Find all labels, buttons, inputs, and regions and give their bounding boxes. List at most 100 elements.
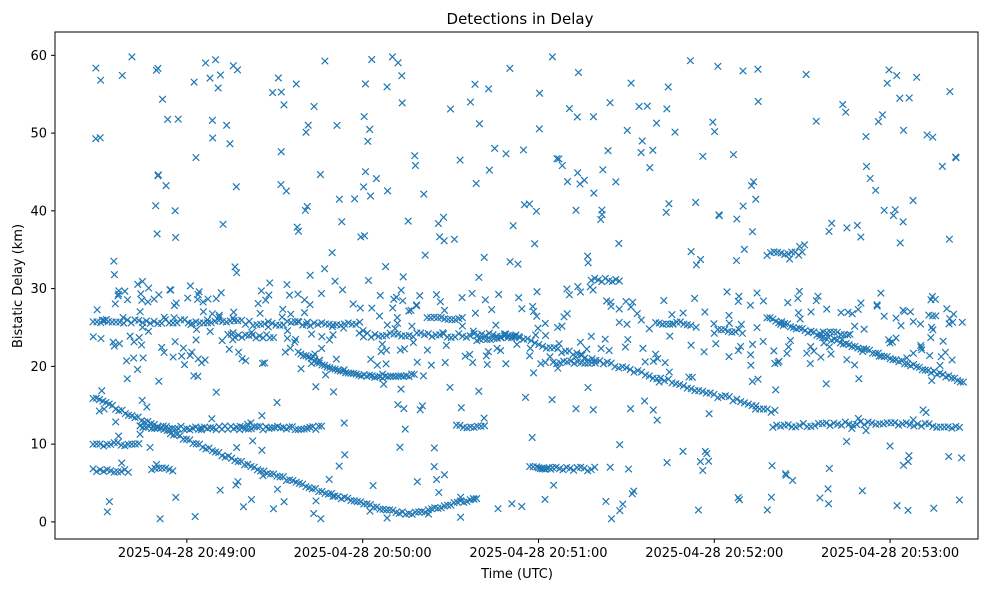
detection-point: [300, 308, 309, 317]
detection-point: [128, 440, 136, 448]
detection-point: [218, 336, 226, 345]
detection-point: [686, 56, 695, 65]
detection-point: [733, 215, 741, 223]
detection-point: [826, 421, 834, 430]
y-axis-title: Bistatic Delay (km): [11, 224, 26, 348]
detection-point: [767, 408, 775, 417]
detection-point: [383, 514, 391, 522]
detection-point: [123, 295, 132, 304]
detection-point: [694, 506, 703, 514]
detection-point: [927, 323, 936, 332]
detection-point: [364, 276, 373, 285]
detection-point: [383, 83, 391, 91]
detection-point: [281, 348, 290, 356]
detection-point: [294, 317, 302, 326]
detection-point: [909, 317, 918, 326]
detection-point: [690, 294, 699, 303]
detection-point: [265, 291, 273, 299]
detection-point: [402, 371, 411, 380]
detection-point: [266, 333, 274, 342]
detection-point: [587, 276, 595, 285]
detection-point: [714, 62, 722, 71]
detection-point: [502, 360, 510, 368]
detection-point: [932, 312, 940, 320]
detection-point: [566, 464, 574, 473]
detection-point: [746, 301, 755, 310]
detection-point: [137, 341, 146, 349]
detection-point: [493, 344, 501, 353]
detection-point: [191, 512, 199, 521]
detection-point: [283, 334, 292, 343]
detection-point: [356, 498, 365, 506]
detection-point: [951, 153, 960, 161]
detection-point: [216, 71, 225, 79]
detection-point: [645, 325, 654, 333]
detection-point: [446, 105, 455, 113]
detection-point: [490, 144, 499, 153]
detection-point: [394, 59, 402, 67]
detection-point: [563, 285, 571, 293]
detection-point: [416, 406, 424, 414]
detection-point: [177, 352, 186, 360]
detection-point: [470, 495, 478, 503]
detection-point: [893, 71, 901, 80]
detection-point: [563, 177, 572, 186]
detection-point: [868, 349, 877, 357]
detection-point: [850, 361, 859, 369]
detection-point: [487, 305, 496, 314]
detection-point: [399, 372, 408, 381]
detection-point: [378, 370, 387, 378]
detection-point: [538, 342, 547, 351]
detection-point: [823, 305, 831, 313]
detection-point: [159, 422, 168, 430]
detection-point: [360, 500, 368, 508]
detection-point: [874, 117, 883, 126]
detection-point: [280, 498, 288, 506]
detection-point: [452, 421, 461, 429]
detection-point: [360, 232, 369, 240]
detection-point: [858, 487, 867, 495]
detection-point: [523, 335, 532, 343]
detection-point: [361, 167, 370, 176]
detection-point: [372, 174, 381, 183]
detection-point: [146, 319, 154, 328]
detection-point: [239, 502, 248, 511]
detection-point: [537, 359, 545, 368]
detection-point: [440, 237, 448, 245]
detection-point: [456, 513, 465, 521]
detection-point: [637, 316, 646, 324]
detection-point: [699, 152, 707, 161]
plot-area-frame: [54, 31, 979, 540]
detection-point: [860, 420, 869, 429]
detection-point: [110, 270, 119, 279]
detection-point: [206, 74, 214, 82]
detection-point: [130, 338, 138, 346]
detection-point: [133, 365, 142, 374]
detection-point: [628, 490, 637, 498]
detection-point: [910, 422, 918, 430]
detection-point: [509, 221, 517, 230]
detection-point: [229, 308, 238, 316]
detection-point: [502, 330, 510, 338]
detection-point: [475, 387, 483, 395]
detection-point: [531, 331, 540, 339]
detection-point: [461, 352, 469, 360]
detection-point: [923, 131, 931, 139]
detection-point: [231, 263, 239, 271]
detection-point: [905, 451, 913, 460]
detection-point: [494, 504, 502, 513]
detection-point: [325, 336, 334, 344]
detection-point: [481, 296, 490, 304]
detection-point: [494, 290, 503, 299]
detection-point: [732, 256, 741, 265]
detection-point: [852, 420, 861, 429]
detection-point: [150, 317, 158, 326]
detection-point: [846, 330, 854, 338]
detection-point: [297, 365, 305, 373]
detection-point: [279, 305, 287, 314]
detection-point: [803, 349, 811, 358]
detection-point: [725, 319, 733, 327]
detection-point: [927, 333, 935, 342]
detection-point: [423, 346, 432, 354]
detection-point: [812, 117, 820, 126]
